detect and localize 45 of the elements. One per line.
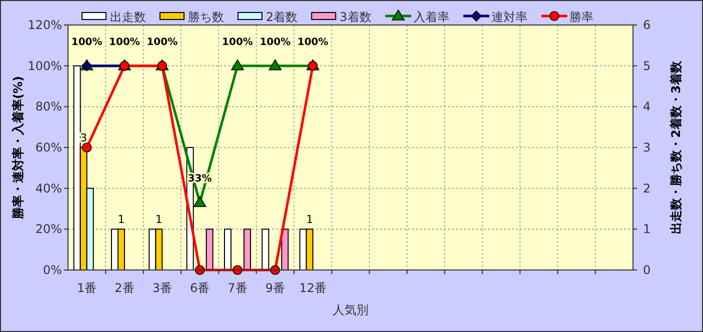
y2-tick-label: 6 bbox=[643, 18, 651, 32]
y-tick-label: 80% bbox=[35, 100, 62, 114]
legend-label: 勝率 bbox=[569, 10, 594, 24]
y2-tick-label: 4 bbox=[643, 100, 651, 114]
y2-tick-label: 0 bbox=[643, 263, 651, 277]
y2-tick-label: 3 bbox=[643, 140, 651, 154]
x-tick-label: 6番 bbox=[190, 281, 210, 295]
point bbox=[231, 59, 244, 70]
legend-label: 2着数 bbox=[266, 10, 298, 24]
point bbox=[82, 142, 92, 152]
legend-label: 入着率 bbox=[413, 10, 450, 24]
x-tick-label: 12番 bbox=[299, 281, 326, 295]
y2-tick-label: 2 bbox=[643, 181, 651, 196]
x-tick-label: 7番 bbox=[228, 281, 248, 295]
y-tick-label: 100% bbox=[28, 58, 62, 73]
data-label: 100% bbox=[222, 36, 253, 48]
data-label: 1 bbox=[306, 213, 314, 226]
x-axis-title: 人気別 bbox=[332, 303, 368, 317]
data-label: 100% bbox=[297, 36, 328, 48]
y-tick-label: 0% bbox=[42, 263, 62, 277]
data-label: 100% bbox=[260, 36, 291, 48]
data-label: 1 bbox=[155, 213, 162, 226]
data-label: 1 bbox=[118, 213, 125, 226]
y2-tick-label: 5 bbox=[643, 58, 651, 73]
y2-tick-label: 1 bbox=[643, 222, 651, 236]
y2-axis-title: 出走数・勝ち数・2着数・3着数 bbox=[669, 60, 683, 234]
y-tick-label: 20% bbox=[35, 222, 62, 236]
x-tick-label: 1番 bbox=[77, 281, 97, 295]
y-tick-label: 120% bbox=[28, 18, 62, 32]
x-tick-label: 9番 bbox=[265, 281, 285, 295]
y-tick-label: 40% bbox=[35, 181, 62, 196]
data-label: 100% bbox=[146, 36, 178, 48]
y-tick-label: 60% bbox=[35, 140, 62, 154]
data-label: 100% bbox=[109, 36, 140, 48]
x-tick-label: 2番 bbox=[114, 281, 134, 295]
data-label: 3 bbox=[80, 132, 88, 144]
point bbox=[268, 59, 282, 70]
x-tick-label: 3番 bbox=[152, 281, 172, 295]
point bbox=[193, 196, 206, 208]
legend-label: 勝ち数 bbox=[188, 10, 224, 24]
legend-label: 3着数 bbox=[340, 10, 372, 24]
y-axis-title: 勝率・連対率・入着率(%) bbox=[11, 76, 25, 220]
legend-label: 連対率 bbox=[491, 10, 528, 24]
data-label: 100% bbox=[71, 36, 102, 48]
legend-label: 出走数 bbox=[110, 10, 146, 24]
